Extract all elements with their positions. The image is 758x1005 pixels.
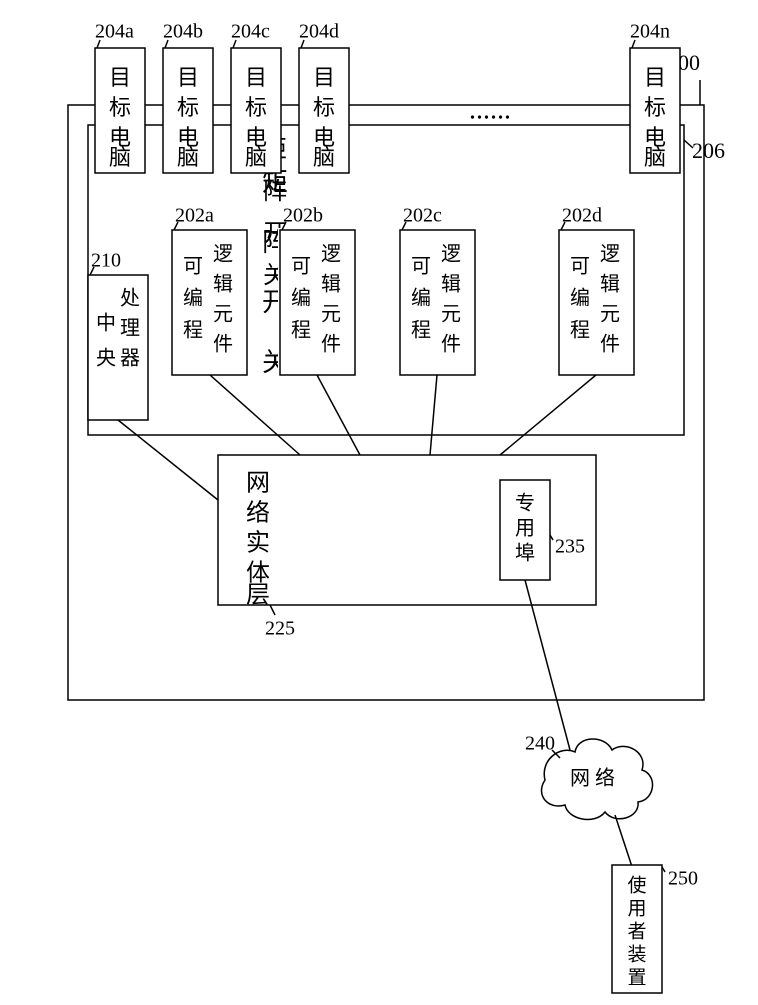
target-a-label: 204a [95, 21, 134, 43]
target-c-label: 204c [231, 21, 270, 43]
phy-text: 网 络 实 体 层 [246, 471, 270, 609]
matrix-switch-label: 206 [692, 138, 725, 163]
svg-text:理: 理 [120, 318, 140, 340]
svg-text:辑: 辑 [441, 273, 461, 296]
target-n-label: 204n [630, 21, 670, 43]
svg-text:埠: 埠 [515, 542, 535, 565]
svg-text:目: 目 [177, 65, 199, 90]
phy-label: 225 [265, 618, 295, 640]
pld-b-label: 202b [283, 205, 323, 227]
svg-text:用: 用 [627, 898, 646, 919]
pld-d-label: 202d [562, 205, 602, 227]
svg-text:央: 央 [96, 347, 116, 370]
pld-a-label: 202a [175, 205, 214, 227]
ellipsis: ...... [469, 94, 511, 125]
svg-text:络: 络 [595, 767, 615, 790]
svg-text:编: 编 [570, 287, 590, 310]
svg-text:逻: 逻 [600, 243, 620, 266]
svg-text:脑: 脑 [644, 145, 666, 170]
user-label: 250 [668, 868, 698, 890]
svg-text:标: 标 [245, 95, 267, 120]
pld-c-label: 202c [403, 205, 442, 227]
pld-d: 可 编 程 逻 辑 元 件 202d [559, 205, 634, 375]
svg-text:网: 网 [570, 768, 590, 790]
port-label: 235 [555, 536, 585, 558]
svg-text:编: 编 [291, 287, 311, 310]
svg-text:件: 件 [321, 333, 341, 356]
svg-text:脑: 脑 [313, 145, 335, 170]
svg-text:程: 程 [570, 319, 590, 342]
svg-text:可: 可 [570, 256, 590, 278]
svg-text:实: 实 [246, 530, 270, 557]
svg-text:层: 层 [246, 583, 270, 609]
svg-text:处: 处 [120, 287, 140, 310]
cloud: 网 络 [542, 739, 653, 819]
svg-text:标: 标 [109, 95, 131, 120]
svg-text:逻: 逻 [321, 243, 341, 266]
svg-text:目: 目 [313, 65, 335, 90]
svg-text:逻: 逻 [441, 243, 461, 266]
svg-text:置: 置 [627, 967, 646, 988]
svg-text:目: 目 [245, 65, 267, 90]
svg-text:辑: 辑 [213, 273, 233, 296]
svg-text:中: 中 [96, 312, 116, 335]
svg-text:标: 标 [313, 95, 335, 120]
svg-text:辑: 辑 [600, 273, 620, 296]
svg-text:程: 程 [291, 319, 311, 342]
svg-text:元: 元 [213, 304, 233, 326]
svg-text:元: 元 [321, 304, 341, 326]
svg-text:目: 目 [644, 65, 666, 90]
svg-text:元: 元 [600, 304, 620, 326]
svg-text:编: 编 [411, 287, 431, 310]
svg-text:络: 络 [246, 500, 270, 527]
pld-a: 可 编 程 逻 辑 元 件 202a [172, 205, 247, 375]
svg-text:器: 器 [120, 348, 140, 370]
svg-text:使: 使 [627, 874, 646, 896]
svg-text:标: 标 [177, 95, 199, 120]
svg-text:专: 专 [515, 492, 535, 515]
svg-text:件: 件 [441, 333, 461, 356]
svg-text:用: 用 [515, 518, 535, 540]
svg-text:网: 网 [246, 471, 270, 497]
target-d-label: 204d [299, 21, 339, 43]
svg-text:件: 件 [213, 333, 233, 356]
svg-text:者: 者 [627, 920, 646, 942]
svg-text:辑: 辑 [321, 273, 341, 296]
svg-text:标: 标 [644, 95, 666, 120]
svg-text:件: 件 [600, 333, 620, 356]
svg-text:元: 元 [441, 304, 461, 326]
pld-b: 可 编 程 逻 辑 元 件 202b [280, 205, 355, 375]
cloud-label: 240 [525, 733, 555, 755]
svg-text:可: 可 [291, 256, 311, 278]
svg-text:程: 程 [183, 319, 203, 342]
svg-text:脑: 脑 [177, 145, 199, 170]
svg-text:脑: 脑 [245, 145, 267, 170]
svg-text:目: 目 [109, 65, 131, 90]
svg-text:程: 程 [411, 319, 431, 342]
cpu: 中 央 处 理 器 210 [88, 250, 148, 420]
svg-text:编: 编 [183, 287, 203, 310]
pld-c: 可 编 程 逻 辑 元 件 202c [400, 205, 475, 375]
target-b-label: 204b [163, 21, 203, 43]
cpu-label: 210 [91, 250, 121, 272]
svg-text:脑: 脑 [109, 145, 131, 170]
svg-text:逻: 逻 [213, 243, 233, 266]
svg-text:可: 可 [411, 256, 431, 278]
svg-text:可: 可 [183, 256, 203, 278]
svg-text:装: 装 [627, 943, 646, 965]
block-diagram: 200 矩阵开关 矩 阵 开 关 206 目 标 电 脑 204a 目 标 电 … [0, 0, 758, 1000]
